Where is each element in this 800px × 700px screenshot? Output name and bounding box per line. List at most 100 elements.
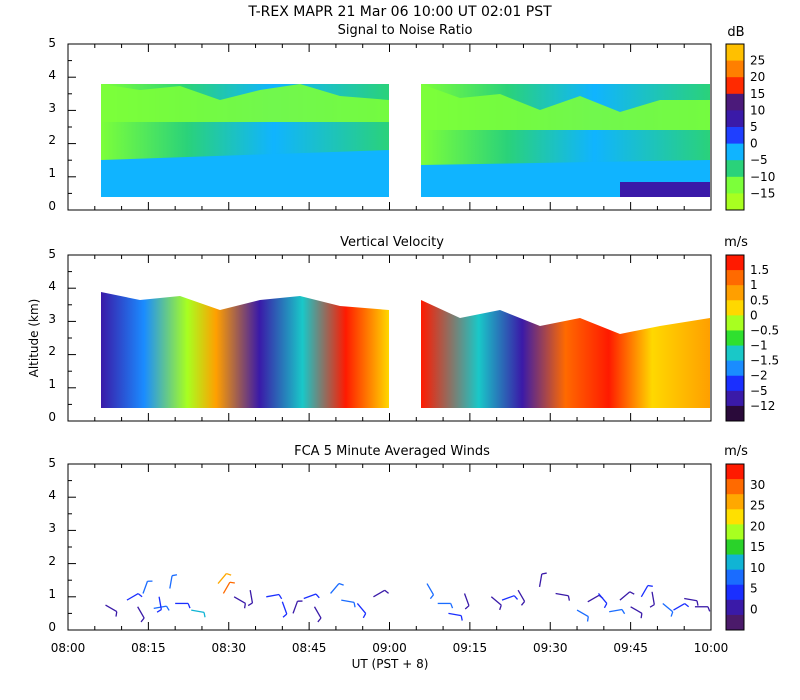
colorbar-label: 15 (750, 540, 765, 554)
altitude-axis-label: Altitude (km) (27, 299, 41, 378)
colorbar-swatch (726, 44, 744, 62)
colorbar-swatch (726, 300, 744, 316)
wind-barb-shaft (373, 589, 386, 598)
wind-barb-shaft (217, 573, 227, 584)
colorbar-swatch (726, 270, 744, 286)
colorbar-label: 20 (750, 70, 765, 84)
wind-barb-shaft (555, 592, 569, 597)
wind-barb-shaft (126, 593, 139, 601)
wind-barb-shaft (137, 606, 145, 619)
colorbar-swatch (726, 160, 744, 178)
wind-barb-flag (520, 601, 526, 606)
colorbar-frame (725, 43, 745, 211)
snr-ytick-0: 0 (48, 199, 56, 213)
snr-ytick-5: 5 (48, 36, 56, 50)
colorbar-label: 1.5 (750, 263, 769, 277)
colorbar-swatch (726, 599, 744, 616)
wind-barb-flag (429, 594, 435, 600)
colorbar-swatch (726, 193, 744, 211)
wind-barb-flag (137, 593, 143, 598)
wind-barb-flag (243, 603, 247, 609)
winds-ytick-1: 1 (48, 587, 56, 601)
snr-colorbar: 25 20 15 10 5 0 −5 −10 −15 (725, 43, 775, 211)
colorbar-swatch (726, 375, 744, 392)
vv-field-left (101, 292, 389, 408)
wind-barb-flag (226, 572, 232, 576)
colorbar-swatch (726, 614, 744, 631)
snr-units: dB (727, 25, 744, 40)
wind-barb-flag (156, 609, 162, 613)
x-tick-label: 10:00 (694, 641, 729, 655)
vv-panel: Vertical Velocity 0 1 2 3 4 5 Altitude (… (27, 235, 779, 424)
vv-ytick-2: 2 (48, 344, 56, 358)
wind-barb-flag (229, 581, 235, 584)
wind-barb-shaft (153, 605, 167, 610)
wind-barb-flag (460, 615, 463, 621)
colorbar-label: 25 (750, 54, 765, 68)
wind-barb-shaft (538, 573, 543, 587)
snr-ytick-3: 3 (48, 101, 56, 115)
winds-ytick-4: 4 (48, 488, 56, 502)
colorbar-swatch (726, 360, 744, 377)
winds-barbs (105, 572, 711, 623)
colorbar-label: −5 (750, 384, 768, 398)
winds-units: m/s (724, 444, 748, 459)
colorbar-swatch (726, 584, 744, 601)
colorbar-label: 1 (750, 278, 758, 292)
wind-barb-shaft (249, 590, 254, 604)
x-tick-label: 08:30 (211, 641, 246, 655)
winds-panel: FCA 5 Minute Averaged Winds 0 1 2 3 4 5 … (48, 444, 765, 671)
x-tick-label: 09:45 (613, 641, 648, 655)
winds-ytick-2: 2 (48, 554, 56, 568)
figure-title: T-REX MAPR 21 Mar 06 10:00 UT 02:01 PST (247, 4, 552, 20)
wind-barb-flag (649, 604, 655, 608)
colorbar-label: −12 (750, 399, 775, 413)
wind-barb-flag (696, 600, 699, 606)
colorbar-swatch (726, 93, 744, 111)
colorbar-label: 0.5 (750, 293, 769, 307)
vv-ytick-5: 5 (48, 247, 56, 261)
snr-ytick-1: 1 (48, 166, 56, 180)
vv-ticks (67, 254, 712, 422)
colorbar-label: 0 (750, 602, 758, 616)
wind-barb-shaft (490, 596, 502, 606)
vv-ytick-4: 4 (48, 279, 56, 293)
colorbar-label: 30 (750, 478, 765, 492)
wind-barb-shaft (662, 602, 674, 613)
winds-colorbar: 30 25 20 15 10 5 0 (725, 463, 765, 631)
vv-ytick-3: 3 (48, 312, 56, 326)
colorbar-label: −15 (750, 186, 775, 200)
colorbar-label: 15 (750, 87, 765, 101)
colorbar-swatch (726, 539, 744, 556)
colorbar-label: −10 (750, 170, 775, 184)
wind-barb-flag (629, 591, 635, 595)
colorbar-swatch (726, 127, 744, 145)
wind-barb-shaft (684, 597, 698, 602)
vv-ytick-1: 1 (48, 377, 56, 391)
x-tick-label: 09:00 (372, 641, 407, 655)
x-tick-label: 09:15 (453, 641, 488, 655)
winds-title: FCA 5 Minute Averaged Winds (294, 444, 490, 459)
colorbar-swatch (726, 464, 744, 480)
wind-barb-shaft (609, 608, 623, 613)
colorbar-frame (725, 254, 745, 422)
wind-barb-shaft (517, 589, 526, 602)
colorbar-swatch (726, 509, 744, 525)
wind-barb-shaft (266, 593, 280, 598)
colorbar-swatch (726, 524, 744, 540)
colorbar-frame (725, 463, 745, 631)
winds-ytick-0: 0 (48, 620, 56, 634)
vv-ytick-0: 0 (48, 410, 56, 424)
vv-units: m/s (724, 235, 748, 250)
wind-barb-flag (140, 617, 145, 623)
wind-barb-flag (670, 611, 674, 617)
wind-barb-shaft (651, 591, 655, 605)
colorbar-swatch (726, 60, 744, 78)
colorbar-swatch (726, 554, 744, 571)
wind-barb-flag (362, 613, 367, 619)
wind-barb-flag (384, 589, 389, 594)
wind-barb-shaft (169, 575, 173, 589)
colorbar-label: 20 (750, 519, 765, 533)
colorbar-label: 0 (750, 308, 758, 322)
wind-barb-shaft (587, 594, 600, 603)
